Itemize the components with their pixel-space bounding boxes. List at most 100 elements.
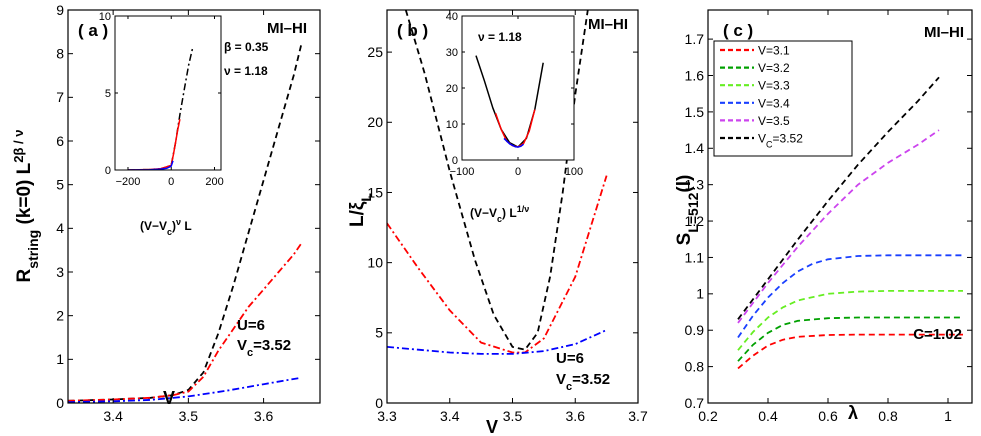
panel-a-inset-note-nu: ν = 1.18	[224, 64, 268, 78]
panel-a-inset-xlabel: (V−Vc)ν L	[140, 217, 192, 237]
panel-b-xtick-label: 3.5	[503, 408, 523, 424]
panel-b-inset-xtick-label: 0	[515, 166, 521, 178]
legend-label-1: V=3.1	[758, 44, 790, 58]
panel-b-inset-note-nu: ν = 1.18	[478, 30, 522, 44]
panel-a-ytick-label: 3	[56, 264, 64, 280]
panel-c-series-line-6	[737, 76, 940, 320]
panel-a-ytick-label: 2	[56, 308, 64, 324]
panel-c-ytick-label: 1.4	[685, 140, 705, 156]
panel-b-series-line-3	[387, 329, 607, 355]
panel-b-xlabel: V	[486, 417, 498, 436]
panel-b-xtick-label: 3.7	[628, 408, 648, 424]
panel-a-inset-xtick-label: 200	[205, 176, 223, 188]
panel-a-param-u: U=6	[237, 317, 265, 334]
svg-text:Rstring (k=0) L2β / ν: Rstring (k=0) L2β / ν	[11, 130, 42, 283]
panel-c-ytick-label: 1.1	[685, 249, 705, 265]
panel-a-xtick-label: 3.6	[254, 408, 274, 424]
panel-c-ylabel-rest: (l)	[674, 175, 695, 193]
panel-c-series	[737, 76, 963, 370]
panel-c-series-line-4	[737, 254, 963, 339]
legend-label-4: V=3.4	[758, 96, 790, 110]
panel-c-ytick-label: 0.8	[685, 359, 705, 375]
panel-b-inset-ytick-label: 30	[446, 47, 458, 59]
panel-c-xtick-label: 0.6	[818, 408, 838, 424]
panel-c-xtick-label: 1	[944, 408, 952, 424]
panel-c-ylabel-main: S	[674, 233, 695, 246]
panel-b-inset-ytick-label: 10	[446, 119, 458, 131]
panel-b-xtick-label: 3.4	[440, 408, 460, 424]
panel-c-series-line-3	[737, 289, 963, 351]
panel-a-series-line-2	[68, 243, 302, 402]
panel-c-ytick-label: 1.3	[685, 177, 705, 193]
panel-c-xtick-label: 0.2	[698, 408, 718, 424]
panel-a-param-vc: Vc=3.52	[237, 337, 291, 359]
panel-c-ticks: 0.2 0.4 0.6 0.8 1 0.7 0.8 0.9 1 1.1 1.2 1.3 1.4 1.5 1.…	[685, 10, 972, 424]
panel-b-ytick-label: 10	[367, 255, 383, 271]
panel-c-ytick-label: 0.7	[685, 395, 705, 411]
panel-b-inset-xtick-label: 100	[565, 166, 583, 178]
panel-c-ytick-label: 0.9	[685, 322, 705, 338]
svg-text:L/ξL: L/ξL	[347, 193, 374, 227]
panel-b-series-line-1	[404, 10, 589, 351]
panel-c-ytick-label: 1.6	[685, 67, 705, 83]
panel-c-legend-entries: V=3.1 V=3.2 V=3.3 V=3.4 V=3.5 VC=3.52	[720, 44, 803, 150]
panel-a-series-line-3	[68, 376, 302, 403]
panel-a-phase-label: MI–HI	[267, 20, 307, 37]
panel-a-frame	[67, 9, 321, 404]
panel-c-ylabel-sub: L=512	[685, 192, 701, 232]
panel-c: 0.2 0.4 0.6 0.8 1 0.7 0.8 0.9 1 1.1 1.2 1.3 1.4 1.5 1.…	[674, 9, 973, 424]
panel-b-inset-series-line-3	[503, 137, 525, 148]
panel-c-series-line-2	[737, 316, 963, 362]
panel-c-ytick-label: 1.7	[685, 31, 705, 47]
panel-b-xtick-label: 3.3	[377, 408, 397, 424]
legend-label-3: V=3.3	[758, 79, 790, 93]
panel-a-inset-ytick-label: 10	[99, 11, 111, 23]
panel-a-ytick-label: 9	[56, 2, 64, 18]
panel-b-ylabel-main: L/ξ	[347, 201, 368, 227]
panel-a-ylabel-rest: (k=0) L	[14, 162, 35, 229]
panel-c-series-line-1	[737, 333, 963, 370]
panel-b-ytick-label: 5	[375, 325, 383, 341]
panel-b-inset-frame	[461, 15, 575, 161]
panel-a-ytick-label: 8	[56, 46, 64, 62]
panel-c-xtick-label: 0.8	[878, 408, 898, 424]
panel-b-label: ( b )	[397, 21, 428, 40]
panel-a-ytick-label: 4	[56, 220, 64, 236]
panel-b-inset-ytick-label: 0	[452, 155, 458, 167]
panel-a-inset-xtick-label: 0	[168, 176, 174, 188]
panel-c-legend-box	[713, 40, 853, 157]
panel-a-inset-ytick-label: 5	[105, 88, 111, 100]
panel-a-ytick-label: 6	[56, 133, 64, 149]
panel-a-inset-frame	[114, 15, 222, 171]
panel-a-ylabel: Rstring (k=0) L2β / ν	[11, 130, 42, 283]
panel-a-ylabel-main: R	[14, 268, 35, 282]
panel-a-ylabel-sub: string	[25, 230, 41, 269]
panel-b-series	[387, 10, 608, 355]
panel-b-ytick-label: 20	[367, 114, 383, 130]
panel-b-ylabel: L/ξL	[347, 193, 374, 227]
panel-b-inset-xtick-label: −100	[450, 166, 475, 178]
panel-b-phase-label: MI–HI	[588, 16, 628, 33]
panel-c-annotation: C=1.02	[913, 326, 962, 343]
panel-a-ytick-label: 1	[56, 351, 64, 367]
panel-c-legend: V=3.1 V=3.2 V=3.3 V=3.4 V=3.5 VC=3.52	[713, 40, 853, 157]
panel-b-param-vc: Vc=3.52	[556, 371, 610, 393]
panel-b-xtick-label: 3.6	[566, 408, 586, 424]
panel-c-xtick-label: 0.4	[758, 408, 778, 424]
panel-b-param-u: U=6	[556, 350, 584, 367]
panel-a-ticks: 3.4 3.5 3.6 0 1 2 3 4 5 6 7 8 9	[56, 2, 320, 424]
panel-a-xlabel: V	[163, 388, 175, 408]
panel-a-ytick-label: 7	[56, 89, 64, 105]
panel-b-inset-series	[475, 55, 544, 148]
panel-a-ytick-label: 5	[56, 177, 64, 193]
panel-c-phase-label: MI–HI	[924, 24, 964, 41]
panel-b-inset-ytick-label: 20	[446, 83, 458, 95]
panel-b-frame	[386, 9, 639, 404]
panel-a-inset-xtick-label: −200	[116, 176, 141, 188]
panel-a-inset: −200 0 200 0 5 10 β = 0.35 ν = 1.18 (V−Vc)ν L	[99, 11, 269, 237]
panel-b-ytick-label: 0	[375, 395, 383, 411]
panel-b-inset-xlabel: (V−Vc) L1/ν	[470, 204, 529, 224]
panel-b-inset-ytick-label: 40	[446, 11, 458, 23]
